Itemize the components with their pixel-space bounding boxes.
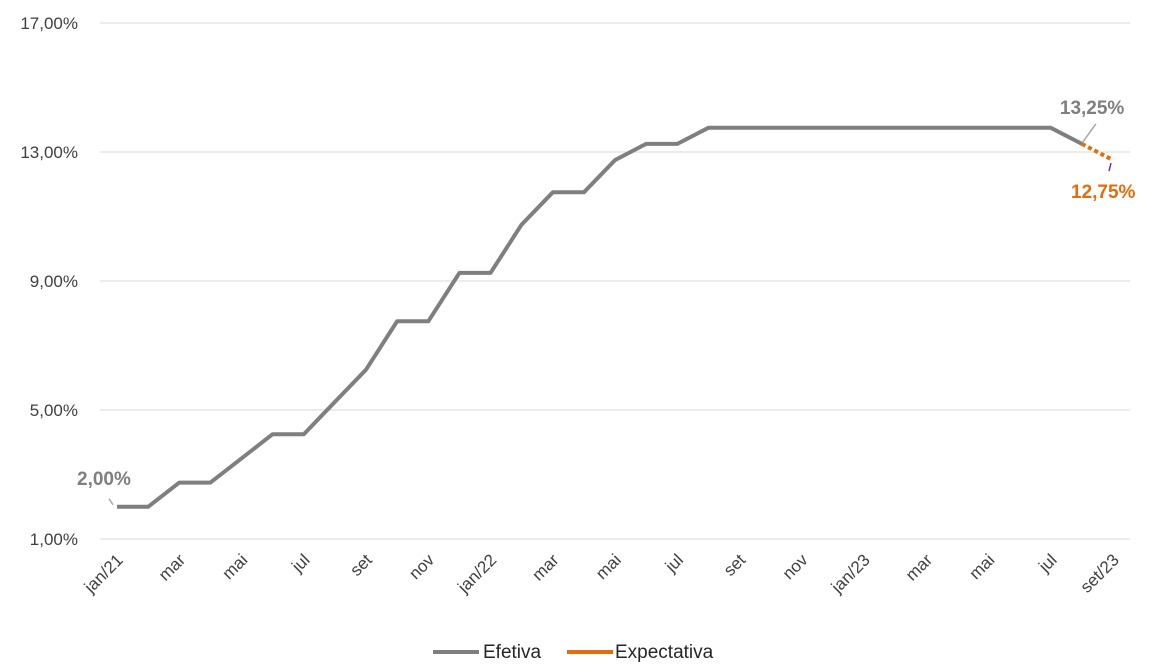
leader-line [1108,162,1112,172]
x-tick-label: jul [287,550,313,576]
legend-label-efetiva: Efetiva [483,642,542,663]
y-tick-label: 5,00% [30,401,78,420]
x-tick-label: set [346,550,376,580]
y-tick-label: 13,00% [20,143,78,162]
series-line-efetiva [117,125,1083,509]
leader-line [1082,123,1097,143]
x-tick-label: jul [661,550,687,576]
x-tick-label: mar [902,550,936,584]
legend: Efetiva Expectativa [433,642,714,663]
x-tick-label: jan/21 [80,550,127,597]
y-axis-tick-labels: 1,00% 5,00% 9,00% 13,00% 17,00% [20,14,78,549]
x-tick-label: jan/23 [827,550,874,597]
x-axis-tick-labels: jan/21 mar mai jul set nov jan/22 mar mai jul set n… [80,550,1123,597]
x-tick-label: jul [1034,550,1060,576]
x-tick-label: set/23 [1077,550,1123,596]
x-tick-label: set [720,550,750,580]
data-labels: 2,00% 13,25% 12,75% [77,98,1136,506]
y-tick-label: 17,00% [20,14,78,33]
data-label: 12,75% [1071,182,1136,203]
x-tick-label: mar [528,550,562,584]
series-line-expectativa [1080,142,1114,162]
series-lines [117,125,1114,509]
x-tick-label: mai [219,550,252,583]
data-label: 2,00% [77,469,131,490]
x-tick-label: mar [155,550,189,584]
leader-line [108,498,114,506]
legend-label-expectativa: Expectativa [615,642,714,663]
y-tick-label: 1,00% [30,530,78,549]
gridlines [100,22,1130,540]
x-tick-label: jan/22 [453,550,500,597]
x-tick-label: nov [405,550,438,583]
x-tick-label: mai [966,550,999,583]
x-tick-label: mai [592,550,625,583]
x-tick-label: nov [779,550,812,583]
data-label: 13,25% [1060,98,1125,119]
y-tick-label: 9,00% [30,272,78,291]
